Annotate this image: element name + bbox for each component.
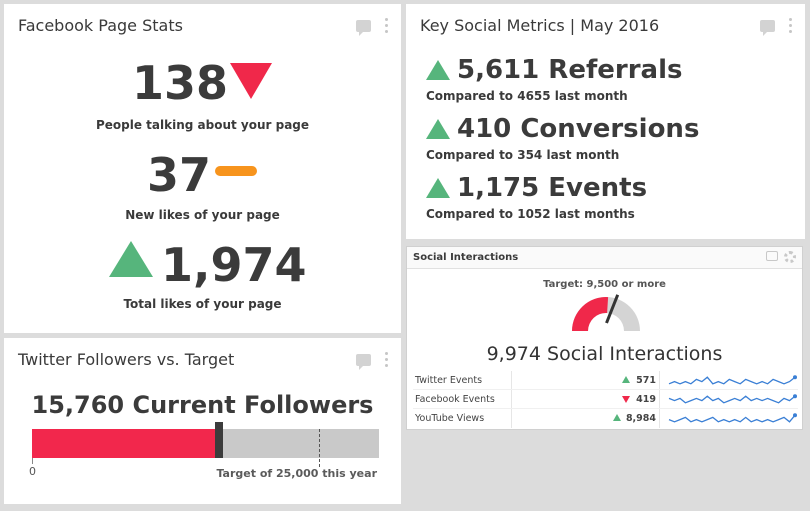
sparkline-path <box>668 414 796 423</box>
row-name: Twitter Events <box>415 375 483 386</box>
sparkline <box>668 394 797 404</box>
followers-bar-marker <box>215 422 223 458</box>
row-value: 419 <box>636 394 656 405</box>
trend-up-icon <box>426 178 450 198</box>
axis-zero-label: 0 <box>29 465 36 478</box>
social-interactions-table: Twitter Events 571 Facebook Events 419 Y… <box>413 371 798 428</box>
total-likes-label: Total likes of your page <box>123 297 282 311</box>
trend-up-icon <box>426 119 450 139</box>
referrals-comparison: Compared to 4655 last month <box>426 89 628 103</box>
sparkline <box>668 375 797 385</box>
sparkline-end-dot <box>793 394 797 399</box>
row-name: Facebook Events <box>415 394 495 405</box>
gauge <box>572 294 640 331</box>
row-value: 8,984 <box>625 413 656 424</box>
gear-icon[interactable] <box>784 251 796 263</box>
trend-down-icon <box>622 396 630 403</box>
facebook-stats-title: Facebook Page Stats <box>18 16 183 35</box>
more-options-icon[interactable] <box>385 18 389 33</box>
social-interactions-card: Social Interactions Target: 9,500 or mor… <box>406 246 803 430</box>
events-value: 1,175 Events <box>457 173 648 203</box>
comment-icon[interactable] <box>356 19 371 36</box>
trend-up-icon <box>426 60 450 80</box>
trend-down-icon <box>230 63 272 99</box>
social-interactions-title: Social Interactions <box>413 252 519 263</box>
sparkline-path <box>668 376 796 385</box>
more-options-icon[interactable] <box>385 352 389 367</box>
social-interactions-header: Social Interactions <box>407 247 802 269</box>
row-value: 571 <box>636 375 656 386</box>
twitter-followers-card: Twitter Followers vs. Target 15,760 Curr… <box>4 338 401 504</box>
events-comparison: Compared to 1052 last months <box>426 207 635 221</box>
referrals-value: 5,611 Referrals <box>457 55 683 85</box>
comment-icon[interactable] <box>766 251 778 261</box>
target-label: Target of 25,000 this year <box>216 467 377 480</box>
talking-about-label: People talking about your page <box>95 118 310 132</box>
trend-up-icon <box>109 241 153 277</box>
gauge-needle <box>605 294 620 324</box>
comment-icon[interactable] <box>760 19 775 36</box>
followers-bar-fill <box>32 429 216 458</box>
sparkline-path <box>668 395 796 404</box>
conversions-value: 410 Conversions <box>457 114 700 144</box>
total-likes-value: 1,974 <box>161 238 307 292</box>
sparkline-end-dot <box>793 375 797 380</box>
new-likes-label: New likes of your page <box>125 208 280 222</box>
talking-about-value: 138 <box>132 56 229 110</box>
comment-icon[interactable] <box>356 353 371 370</box>
twitter-followers-title: Twitter Followers vs. Target <box>18 350 235 369</box>
table-row: Facebook Events 419 <box>413 390 798 409</box>
social-interactions-total: 9,974 Social Interactions <box>486 343 723 365</box>
trend-flat-icon <box>215 166 257 176</box>
table-row: Twitter Events 571 <box>413 371 798 390</box>
table-row: YouTube Views 8,984 <box>413 409 798 428</box>
trend-up-icon <box>613 414 621 421</box>
conversions-comparison: Compared to 354 last month <box>426 148 620 162</box>
current-followers: 15,760 Current Followers <box>31 391 374 419</box>
key-social-metrics-title: Key Social Metrics | May 2016 <box>420 16 660 35</box>
sparkline-end-dot <box>793 413 797 418</box>
row-name: YouTube Views <box>415 413 485 424</box>
target-line <box>319 429 320 467</box>
sparkline <box>668 413 797 423</box>
gauge-fill <box>572 297 609 331</box>
new-likes-value: 37 <box>147 148 212 202</box>
trend-up-icon <box>622 376 630 383</box>
more-options-icon[interactable] <box>789 18 793 33</box>
gauge-target-label: Target: 9,500 or more <box>543 279 666 290</box>
key-social-metrics-card: Key Social Metrics | May 2016 5,611 Refe… <box>406 4 805 239</box>
facebook-stats-card: Facebook Page Stats 138 People talking a… <box>4 4 401 333</box>
